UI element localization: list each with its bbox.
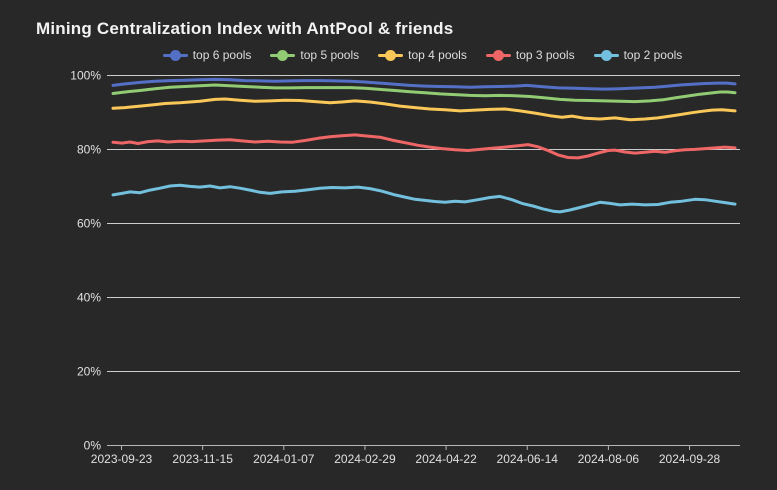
- legend-line-dot-icon: [593, 49, 619, 61]
- y-axis-label: 40%: [77, 291, 101, 305]
- x-axis-label: 2024-01-07: [253, 452, 315, 466]
- x-axis-label: 2024-06-14: [497, 452, 559, 466]
- legend-line-dot-icon: [270, 49, 296, 61]
- legend-line-dot-icon: [162, 49, 188, 61]
- y-axis-label: 60%: [77, 217, 101, 231]
- series-line-top-3-pools: [111, 133, 737, 160]
- legend-label: top 5 pools: [300, 48, 360, 62]
- legend-label: top 4 pools: [408, 48, 467, 62]
- x-axis-label: 2023-11-15: [172, 452, 233, 466]
- series-line-top-6-pools: [111, 77, 737, 91]
- legend-label: top 6 pools: [192, 48, 252, 62]
- chart-title: Mining Centralization Index with AntPool…: [36, 19, 454, 38]
- y-axis-label: 100%: [70, 69, 101, 83]
- x-axis-label: 2024-04-22: [415, 452, 477, 466]
- y-axis-label: 0%: [84, 439, 102, 453]
- x-axis-label: 2024-09-28: [659, 452, 721, 466]
- series-line-top-4-pools: [111, 97, 737, 122]
- legend-line-dot-icon: [485, 49, 511, 61]
- x-axis-label: 2024-02-29: [334, 452, 396, 466]
- legend-item-top-2-pools[interactable]: top 2 pools: [593, 48, 683, 62]
- series-line-top-5-pools: [111, 83, 737, 104]
- legend-label: top 2 pools: [623, 48, 683, 62]
- legend-item-top-6-pools[interactable]: top 6 pools: [162, 48, 252, 62]
- x-axis-label: 2023-09-23: [91, 452, 153, 466]
- y-axis-label: 80%: [77, 143, 101, 157]
- chart-legend: top 6 pools top 5 pools top 4 pools top 3 p…: [0, 48, 777, 62]
- legend-item-top-3-pools[interactable]: top 3 pools: [485, 48, 575, 62]
- legend-item-top-5-pools[interactable]: top 5 pools: [270, 48, 359, 62]
- y-axis-label: 20%: [77, 365, 101, 379]
- series-line-top-2-pools: [111, 183, 737, 214]
- legend-label: top 3 pools: [515, 48, 575, 62]
- x-axis-label: 2024-08-06: [578, 452, 640, 466]
- legend-item-top-4-pools[interactable]: top 4 pools: [378, 48, 467, 62]
- legend-line-dot-icon: [378, 49, 404, 61]
